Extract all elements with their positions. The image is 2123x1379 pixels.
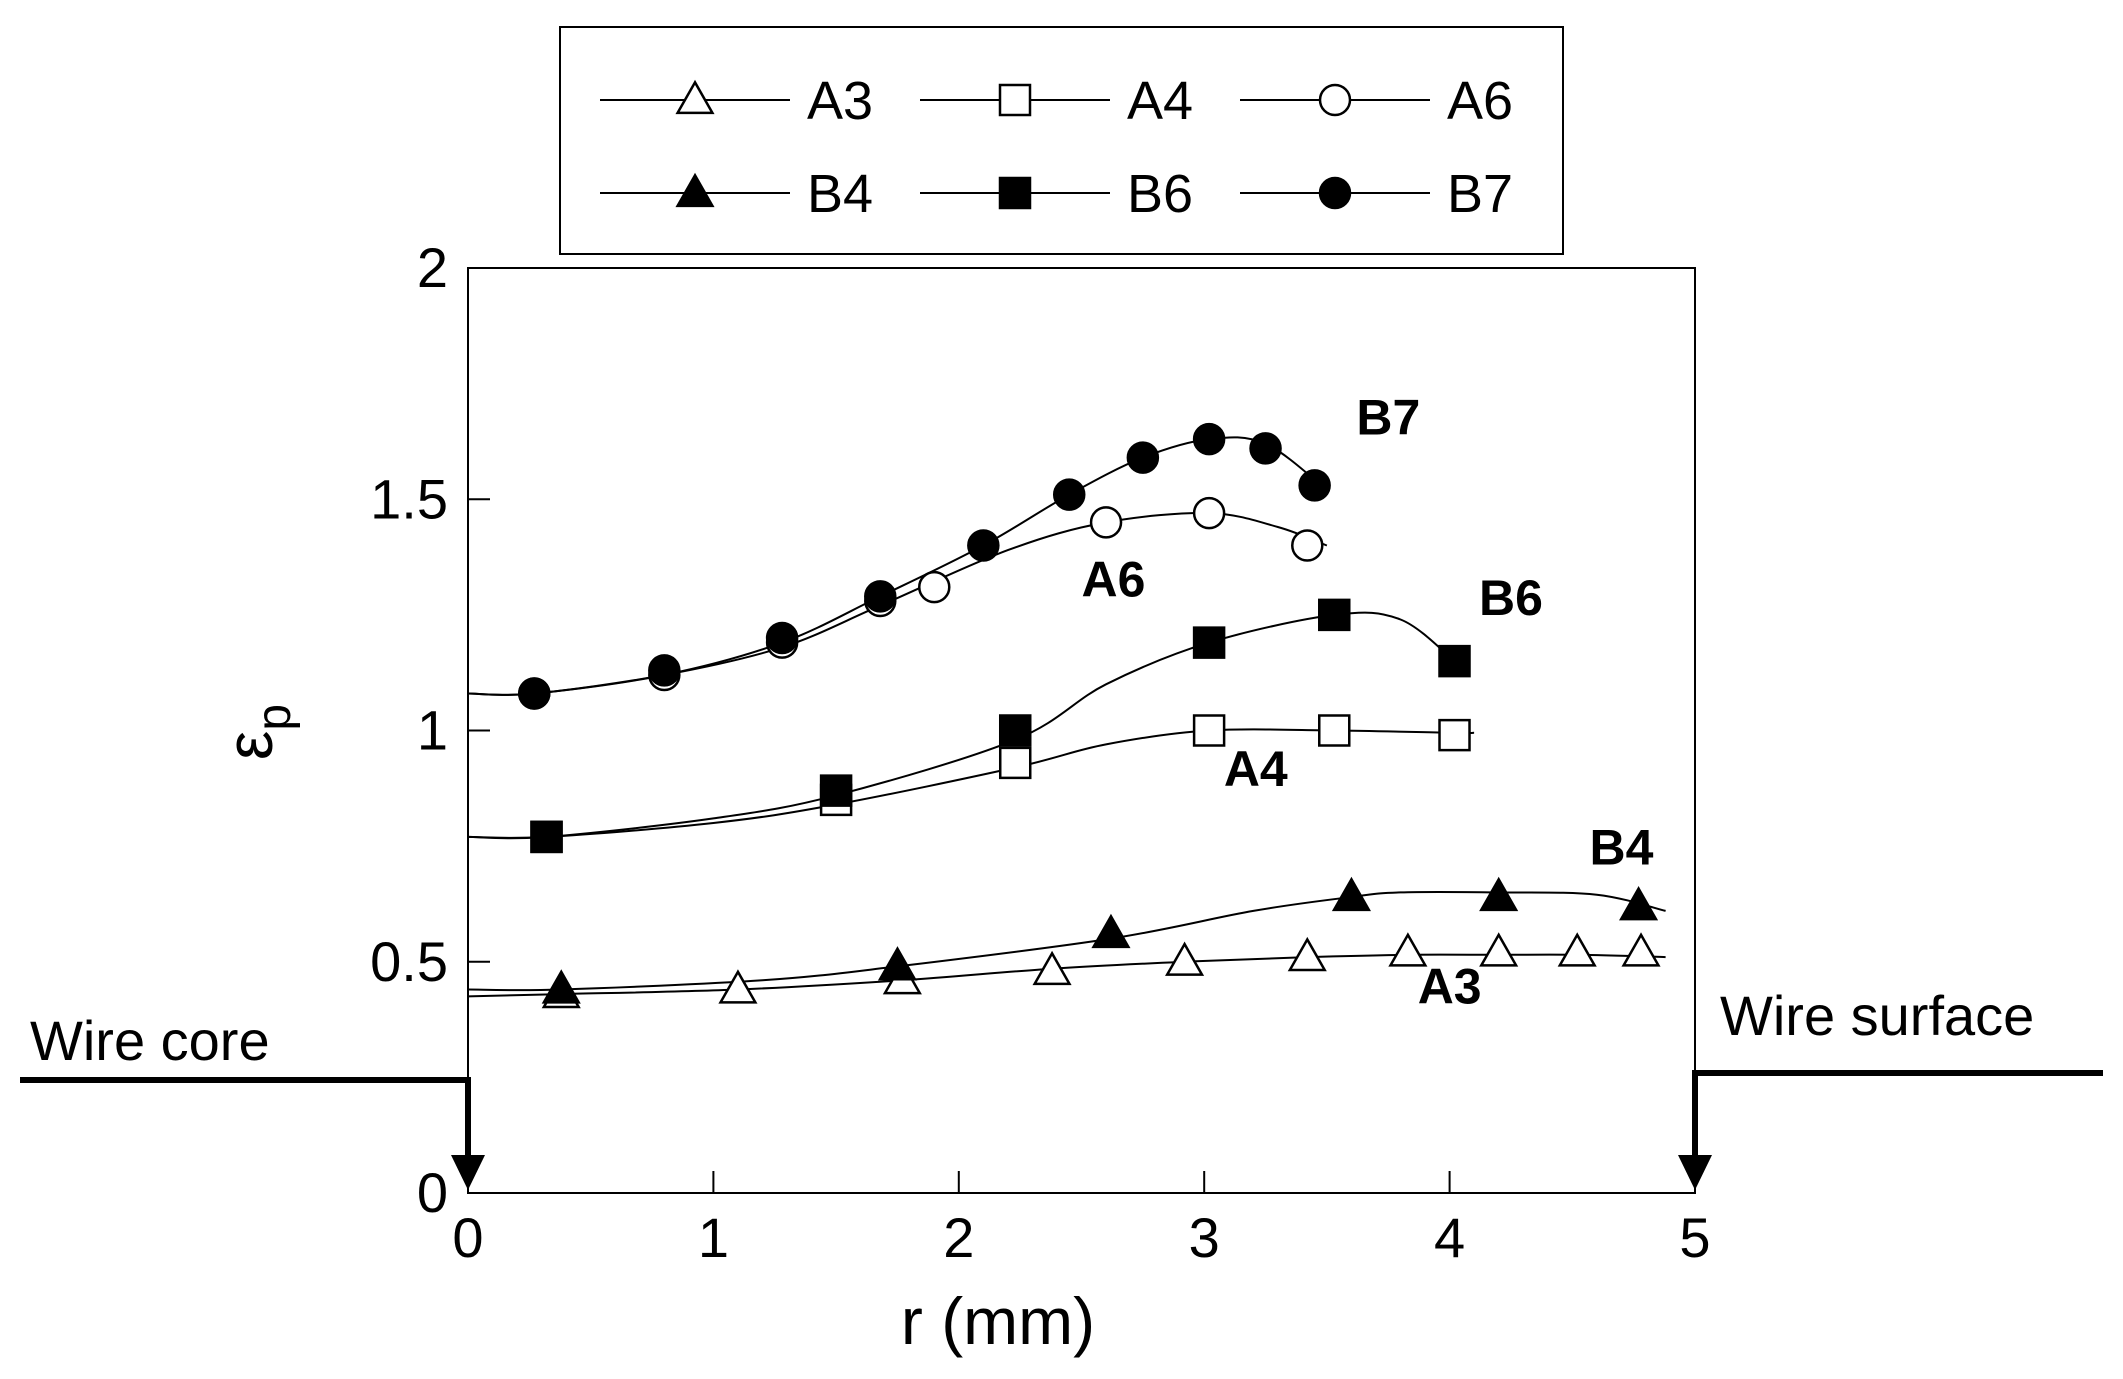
- legend-box: [559, 26, 1564, 255]
- point-a3-8: [1557, 932, 1597, 967]
- legend-label-b6: B6: [1127, 164, 1193, 224]
- point-b6-2: [998, 714, 1032, 747]
- wire-surface-line: [1692, 1070, 2103, 1172]
- point-b6-0: [530, 820, 563, 854]
- point-b7-1: [648, 654, 681, 687]
- point-a6-4: [918, 570, 951, 604]
- point-b7-2: [765, 621, 799, 655]
- point-b7-4: [967, 529, 1000, 562]
- series-annotations: B7 A6 B6 A4 B4 A3: [1082, 390, 1654, 1015]
- x-tick-label-5: 5: [1679, 1206, 1710, 1269]
- svg-text:εp: εp: [212, 704, 301, 760]
- annotation-b7: B7: [1356, 390, 1420, 446]
- legend-label-a4: A4: [1127, 71, 1193, 131]
- point-b4-5: [1619, 886, 1659, 921]
- point-a3-5: [1287, 936, 1327, 972]
- point-a3-4: [1165, 941, 1205, 976]
- y-axis-title: εp: [212, 704, 301, 760]
- curve-b6: [467, 611, 1456, 840]
- plot-border: [467, 267, 1696, 1194]
- legend-label-a3: A3: [807, 71, 873, 131]
- series-markers: [518, 422, 1661, 1009]
- legend-marker-b7: [1318, 176, 1352, 210]
- point-b4-0: [541, 969, 581, 1004]
- point-b4-4: [1479, 876, 1519, 912]
- point-a4-4: [1318, 714, 1351, 747]
- legend-label-b4: B4: [807, 164, 873, 224]
- point-b6-5: [1438, 644, 1471, 678]
- x-tick-label-0: 0: [452, 1206, 483, 1269]
- legend-marker-b4: [675, 172, 715, 208]
- legend-label-a6: A6: [1447, 71, 1513, 131]
- annotation-a6: A6: [1082, 551, 1146, 607]
- point-b7-3: [864, 580, 897, 613]
- legend-marker-a6: [1318, 83, 1352, 117]
- point-a3-6: [1388, 932, 1428, 967]
- x-axis-title: r (mm): [901, 1284, 1095, 1358]
- y-tick-label-1-5: 1.5: [370, 467, 448, 530]
- point-b7-5: [1052, 478, 1086, 511]
- point-b7-7: [1192, 422, 1226, 456]
- annotation-a4: A4: [1224, 741, 1288, 797]
- point-a4-2: [998, 746, 1032, 780]
- plot-frame: [467, 267, 1696, 1194]
- x-tick-label-1: 1: [698, 1206, 729, 1269]
- wire-side-indicators: Wire core Wire surface: [20, 984, 2103, 1190]
- y-tick-label-2: 2: [417, 236, 448, 299]
- legend-marker-a3: [675, 79, 715, 115]
- point-a6-5: [1089, 506, 1123, 539]
- wire-core-line: [20, 1077, 471, 1172]
- legend-marker-a4: [998, 83, 1032, 117]
- point-b4-3: [1331, 876, 1371, 912]
- annotation-b4: B4: [1589, 820, 1653, 876]
- curve-a4: [467, 728, 1475, 839]
- legend-marker-b6: [998, 176, 1032, 210]
- point-a6-7: [1291, 529, 1324, 562]
- point-b7-0: [518, 677, 551, 710]
- y-axis-subscript: p: [248, 704, 301, 731]
- point-b6-4: [1318, 598, 1351, 632]
- x-tick-label-4: 4: [1434, 1206, 1465, 1269]
- legend-label-b7: B7: [1447, 164, 1513, 224]
- x-tick-label-2: 2: [943, 1206, 974, 1269]
- point-a6-6: [1192, 496, 1226, 530]
- wire-surface-label: Wire surface: [1720, 984, 2034, 1047]
- point-a3-3: [1032, 950, 1072, 986]
- point-a3-1: [718, 969, 758, 1004]
- point-a3-7: [1479, 932, 1519, 967]
- y-axis-symbol: ε: [212, 731, 286, 760]
- point-a3-9: [1621, 932, 1661, 967]
- legend: A3 A4 A6 B4 B6 B7: [559, 26, 1564, 255]
- series-curves: [467, 436, 1666, 998]
- point-b6-3: [1192, 626, 1226, 659]
- y-tick-label-0: 0: [417, 1161, 448, 1224]
- axis-ticks: 0 1 2 3 4 5 0 0.5 1 1.5 2: [370, 236, 1710, 1269]
- point-b6-1: [819, 774, 853, 807]
- point-b7-6: [1126, 441, 1160, 474]
- annotation-a3: A3: [1418, 958, 1482, 1014]
- point-b4-1: [877, 946, 918, 981]
- curve-a6: [467, 512, 1328, 696]
- annotation-b6: B6: [1479, 570, 1543, 626]
- point-b7-9: [1298, 469, 1331, 502]
- x-tick-label-3: 3: [1189, 1206, 1220, 1269]
- point-a4-5: [1438, 718, 1471, 752]
- point-b7-8: [1249, 432, 1282, 465]
- y-tick-label-0-5: 0.5: [370, 930, 448, 993]
- point-a4-3: [1192, 714, 1226, 747]
- wire-core-label: Wire core: [30, 1009, 270, 1072]
- point-b4-2: [1091, 913, 1131, 949]
- y-tick-label-1: 1: [417, 699, 448, 762]
